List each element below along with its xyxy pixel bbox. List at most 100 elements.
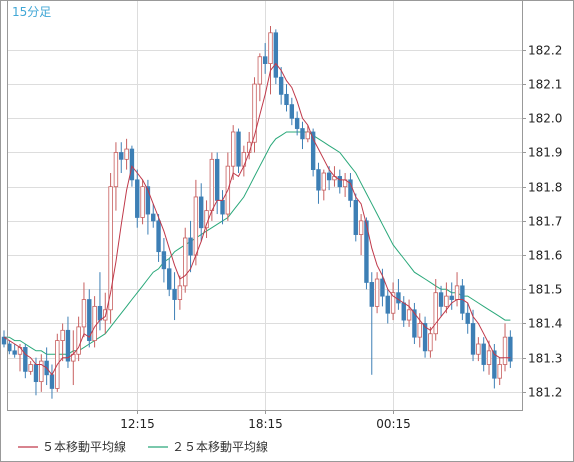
candle-body (486, 350, 492, 365)
candle-body (300, 128, 305, 140)
candle-body (476, 343, 481, 355)
candle-body (87, 299, 92, 341)
ma5-series-line (3, 62, 511, 376)
x-tick-label: 18:15 (248, 417, 283, 431)
candle-body (193, 196, 199, 256)
candle-body (60, 329, 65, 341)
y-tick-label: 181.3 (528, 352, 562, 366)
candle-body (23, 347, 28, 372)
candle-body (454, 285, 460, 300)
candle-body (412, 309, 417, 338)
candle-body (374, 278, 380, 307)
candle-body (502, 336, 508, 365)
candle-body (444, 295, 449, 307)
candle-body (161, 251, 167, 270)
candle-body (183, 237, 188, 287)
x-axis: 12:15 18:15 00:15 (120, 410, 411, 431)
candle-body (326, 172, 332, 181)
candle-body (1, 336, 7, 345)
candle-body (508, 336, 513, 362)
candle-body (284, 93, 289, 106)
candle-body (214, 158, 220, 201)
candle-body (438, 292, 444, 307)
candle-body (209, 158, 215, 212)
y-axis: 182.2 182.1 182.0 181.9 181.8 181.7 181.6 181.5… (522, 44, 562, 400)
candle-body (348, 179, 353, 201)
legend: ５本移動平均線 ２５本移動平均線 (18, 439, 268, 454)
candle-body (97, 305, 103, 321)
candle-body (49, 374, 55, 389)
candle-body (145, 186, 151, 215)
x-tick-label: 00:15 (376, 417, 411, 431)
x-tick-label: 12:15 (120, 417, 155, 431)
candle-body (380, 278, 385, 297)
candle-body (369, 282, 374, 307)
legend-label-ma25: ２５本移動平均線 (172, 439, 268, 454)
y-tick-label: 181.9 (528, 146, 562, 160)
y-tick-label: 181.4 (528, 317, 562, 331)
candle-body (140, 186, 145, 218)
candle-body (316, 169, 321, 191)
candle-body (33, 364, 39, 383)
candle-body (81, 299, 87, 328)
candle-body (310, 131, 316, 170)
candle-body (262, 56, 268, 64)
candle-body (396, 292, 401, 304)
candle-body (39, 360, 44, 383)
candle-body (321, 172, 326, 191)
candle-body (385, 295, 390, 314)
candle-body (156, 220, 161, 253)
candle-body (236, 131, 241, 167)
candle-body (230, 131, 236, 167)
candle-body (390, 292, 396, 314)
y-tick-label: 182.1 (528, 78, 562, 92)
candle-body (422, 323, 428, 352)
candle-body (167, 268, 172, 290)
y-tick-label: 181.7 (528, 215, 562, 229)
ma25-series-line (4, 131, 511, 355)
candle-body (294, 117, 300, 129)
ma5-layer (3, 62, 511, 376)
candle-body (289, 104, 295, 119)
candle-body (497, 364, 502, 379)
candle-body (449, 295, 454, 300)
candle-body (470, 323, 476, 355)
candle-body (108, 186, 113, 311)
legend-label-ma5: ５本移動平均線 (42, 439, 126, 454)
y-tick-label: 182.2 (528, 44, 562, 58)
candle-body (76, 326, 81, 355)
y-tick-label: 181.5 (528, 283, 562, 297)
candle-body (358, 220, 364, 235)
y-tick-label: 181.8 (528, 181, 562, 195)
candle-body (124, 148, 129, 160)
candle-body (257, 56, 263, 85)
candle-body (199, 196, 204, 229)
candle-body (481, 343, 486, 365)
candle-body (428, 333, 433, 352)
candle-body (151, 213, 156, 222)
candle-body (92, 305, 97, 341)
ma25-layer (4, 131, 511, 355)
candle-body (135, 179, 140, 218)
candle-body (268, 32, 273, 64)
candle-body (492, 350, 497, 379)
candle-body (113, 152, 119, 188)
candle-body (465, 312, 470, 324)
candle-body (28, 364, 33, 372)
interval-label: 15分足 (12, 5, 51, 19)
candle-body (220, 199, 225, 215)
candle-body (278, 76, 284, 95)
y-tick-label: 181.6 (528, 249, 562, 263)
candle-body (119, 152, 124, 160)
candle-body (129, 148, 135, 181)
candle-body (353, 199, 358, 235)
candle-body (252, 83, 257, 143)
candle-body (364, 220, 369, 283)
candle-body (12, 350, 17, 355)
candle-body (65, 329, 71, 362)
candle-body (177, 285, 183, 300)
candle-body (305, 131, 311, 140)
